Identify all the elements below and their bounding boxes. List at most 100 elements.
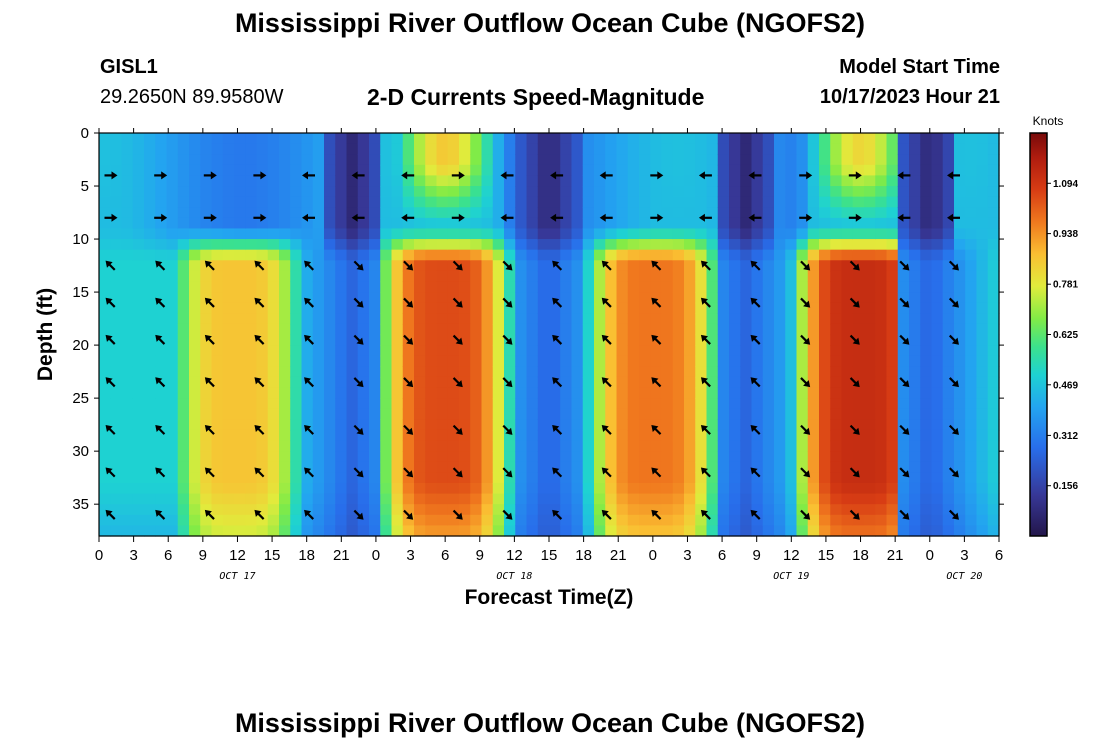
heat-cell: [537, 461, 550, 473]
heat-cell: [436, 281, 449, 293]
heat-cell: [627, 133, 640, 145]
heat-cell: [672, 387, 685, 399]
heat-cell: [661, 196, 674, 208]
heat-cell: [481, 217, 494, 230]
heat-cell: [875, 164, 888, 177]
heat-cell: [942, 398, 955, 410]
heat-cell: [976, 313, 989, 325]
heat-cell: [717, 260, 730, 272]
heat-cell: [324, 334, 336, 346]
heat-cell: [414, 143, 426, 155]
heat-cell: [504, 429, 516, 442]
footer-title: Mississippi River Outflow Ocean Cube (NG…: [234, 708, 866, 738]
heat-cell: [594, 482, 606, 495]
heat-cell: [436, 429, 449, 442]
heat-cell: [144, 334, 156, 346]
heat-cell: [695, 408, 708, 420]
heat-cell: [515, 451, 528, 463]
heat-cell: [256, 281, 269, 293]
heat-cell: [684, 366, 696, 378]
heat-cell: [459, 345, 471, 357]
heat-cell: [976, 429, 989, 442]
current-arrow: [105, 377, 116, 388]
heat-cell: [650, 133, 663, 145]
heat-cell: [290, 239, 303, 251]
x-tick-label: 9: [753, 547, 761, 564]
heat-cell: [830, 398, 843, 410]
heat-cell: [650, 196, 663, 208]
heat-cell: [819, 514, 831, 526]
heat-cell: [920, 482, 933, 495]
heat-cell: [99, 366, 111, 378]
heat-cell: [110, 217, 123, 230]
heat-cell: [335, 133, 348, 145]
heat-cell: [549, 451, 561, 463]
heat-cell: [346, 239, 359, 251]
heat-cell: [706, 461, 719, 473]
heat-cell: [324, 525, 336, 537]
heat-cell: [909, 270, 921, 283]
heat-cell: [594, 260, 606, 272]
heat-cell: [762, 186, 775, 198]
heat-cell: [774, 419, 786, 431]
heat-cell: [436, 461, 449, 473]
heat-cell: [447, 493, 460, 505]
heat-cell: [717, 207, 730, 219]
heat-cell: [470, 313, 483, 325]
heat-cell: [132, 493, 145, 505]
heat-cell: [695, 493, 708, 505]
heat-cell: [245, 239, 258, 251]
heat-cell: [200, 387, 213, 399]
heat-cell: [605, 472, 618, 484]
heat-cell: [200, 355, 213, 367]
current-arrow: [700, 424, 711, 435]
heat-cell: [369, 461, 381, 473]
heat-cell: [875, 334, 888, 346]
heat-cell: [177, 186, 190, 198]
heat-cell: [357, 461, 370, 473]
heat-cell: [312, 302, 325, 314]
heat-cell: [830, 345, 843, 357]
heat-cell: [166, 461, 179, 473]
heat-cell: [245, 196, 258, 208]
x-tick-label: 0: [372, 547, 380, 564]
heat-cell: [492, 525, 505, 537]
heat-cell: [774, 387, 786, 399]
heat-cell: [301, 175, 314, 187]
heat-cell: [965, 196, 978, 208]
heat-cell: [436, 482, 449, 495]
heat-cell: [481, 207, 494, 219]
date-label: OCT 17: [219, 571, 255, 582]
heat-cell: [729, 207, 741, 219]
heat-cell: [189, 525, 201, 537]
heat-cell: [357, 366, 370, 378]
heat-cell: [380, 355, 393, 367]
heat-cell: [436, 493, 449, 505]
heat-cell: [267, 175, 280, 187]
heat-cell: [864, 323, 876, 336]
heat-cell: [796, 345, 809, 357]
heat-cell: [211, 260, 224, 272]
heat-cell: [571, 196, 584, 208]
heat-cell: [684, 260, 696, 272]
heat-cell: [560, 292, 573, 304]
heat-cell: [425, 186, 438, 198]
heat-cell: [504, 493, 516, 505]
heat-cell: [830, 482, 843, 495]
heat-cell: [796, 440, 809, 452]
x-tick-label: 12: [229, 547, 246, 564]
current-arrow: [700, 334, 711, 345]
heat-cell: [470, 143, 483, 155]
heat-cell: [177, 504, 190, 516]
heat-cell: [661, 408, 674, 420]
heat-cell: [706, 504, 719, 516]
heat-cell: [414, 133, 426, 145]
heat-cell: [549, 302, 561, 314]
heat-cell: [796, 217, 809, 230]
heat-cell: [740, 249, 753, 261]
heat-cell: [189, 239, 201, 251]
heat-cell: [189, 175, 201, 187]
heat-cell: [222, 164, 235, 177]
heat-cell: [672, 472, 685, 484]
heat-cell: [864, 398, 876, 410]
